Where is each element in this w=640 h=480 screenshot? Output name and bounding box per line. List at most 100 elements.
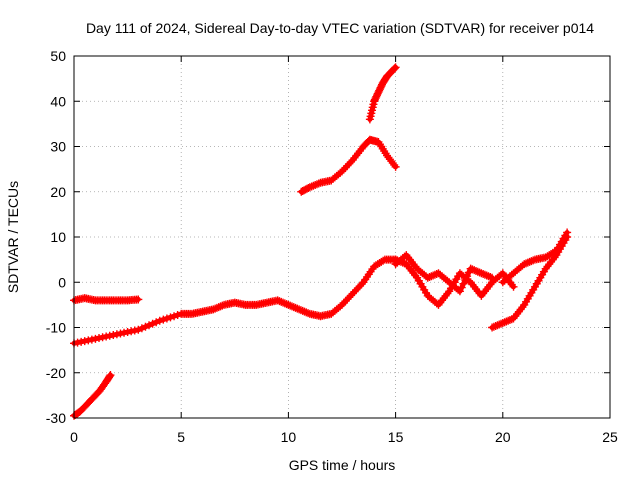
data-point <box>343 295 352 304</box>
data-point <box>488 323 497 332</box>
data-point <box>130 326 139 335</box>
data-point <box>463 272 472 281</box>
data-point <box>527 257 536 266</box>
data-point <box>475 268 484 277</box>
data-point <box>523 258 532 267</box>
data-point <box>307 182 316 191</box>
data-point <box>216 302 225 311</box>
data-point <box>459 279 468 288</box>
data-point <box>489 322 498 331</box>
data-point <box>314 179 323 188</box>
data-point <box>341 163 350 172</box>
data-point <box>493 321 502 330</box>
data-point <box>498 318 507 327</box>
x-tick-label: 5 <box>177 429 185 445</box>
data-point <box>105 331 114 340</box>
data-point <box>379 256 388 265</box>
data-point <box>302 308 311 317</box>
data-point <box>529 256 538 265</box>
data-point <box>350 287 359 296</box>
data-point <box>346 291 355 300</box>
data-point <box>293 304 302 313</box>
y-tick-label: 20 <box>50 184 66 200</box>
y-tick-label: 10 <box>50 229 66 245</box>
data-point <box>287 302 296 311</box>
data-point <box>338 300 346 309</box>
data-point <box>504 316 513 325</box>
series-arc-1 <box>70 371 115 420</box>
data-point <box>466 264 475 273</box>
data-point <box>348 289 357 298</box>
data-point <box>472 266 480 275</box>
data-point <box>425 272 434 281</box>
data-point <box>273 296 282 305</box>
data-point <box>427 272 436 281</box>
data-point <box>91 334 100 343</box>
y-tick-label: 0 <box>58 274 66 290</box>
data-point <box>286 301 295 310</box>
data-point <box>484 272 493 281</box>
data-point <box>390 64 399 73</box>
series-arc-5 <box>391 251 497 296</box>
data-point <box>357 280 366 289</box>
data-point <box>486 272 495 281</box>
data-point <box>432 269 441 278</box>
data-point <box>457 283 466 292</box>
data-point <box>134 295 143 304</box>
data-point <box>352 285 361 294</box>
data-point <box>77 337 86 346</box>
data-point <box>275 297 284 306</box>
data-point <box>312 180 321 189</box>
data-point <box>339 165 348 174</box>
data-point <box>295 305 304 314</box>
data-point <box>338 167 346 176</box>
data-point <box>477 269 486 278</box>
data-point <box>95 334 104 343</box>
data-point <box>300 307 309 316</box>
data-point <box>488 273 497 282</box>
data-point <box>162 314 171 323</box>
data-point <box>470 266 479 275</box>
x-tick-label: 10 <box>281 429 297 445</box>
data-point <box>291 303 300 312</box>
data-point <box>289 303 298 312</box>
grid <box>74 56 610 418</box>
data-point <box>105 372 114 381</box>
data-point <box>277 297 286 306</box>
data-point <box>400 252 409 261</box>
data-point <box>336 302 345 311</box>
data-point <box>152 318 161 327</box>
data-point <box>84 336 93 345</box>
data-point <box>550 247 559 256</box>
data-point <box>520 260 529 269</box>
data-point <box>123 328 132 337</box>
data-point <box>305 183 314 192</box>
data-point <box>116 329 125 338</box>
series-arc-8 <box>297 135 400 196</box>
y-tick-label: -30 <box>46 410 66 426</box>
data-point <box>209 305 218 314</box>
data-point <box>345 159 354 168</box>
axes: 0 5 10 15 20 25 -30 -20 -10 0 10 20 30 40 50 <box>46 48 618 445</box>
data-point <box>109 331 118 340</box>
data-point <box>106 371 115 380</box>
data-point <box>170 312 179 321</box>
data-point <box>473 267 482 276</box>
data-point <box>102 332 111 341</box>
data-point <box>491 321 500 330</box>
y-tick-label: 30 <box>50 139 66 155</box>
data-point <box>495 320 504 329</box>
data-point <box>525 257 534 266</box>
data-point <box>563 228 572 237</box>
y-tick-label: 40 <box>50 93 66 109</box>
x-tick-label: 0 <box>70 429 78 445</box>
data-series <box>70 63 572 420</box>
data-point <box>391 162 400 171</box>
data-point <box>212 303 221 312</box>
data-point <box>98 333 107 342</box>
data-point <box>120 328 129 337</box>
data-point <box>166 313 175 322</box>
x-tick-label: 25 <box>602 429 618 445</box>
data-point <box>279 298 288 307</box>
